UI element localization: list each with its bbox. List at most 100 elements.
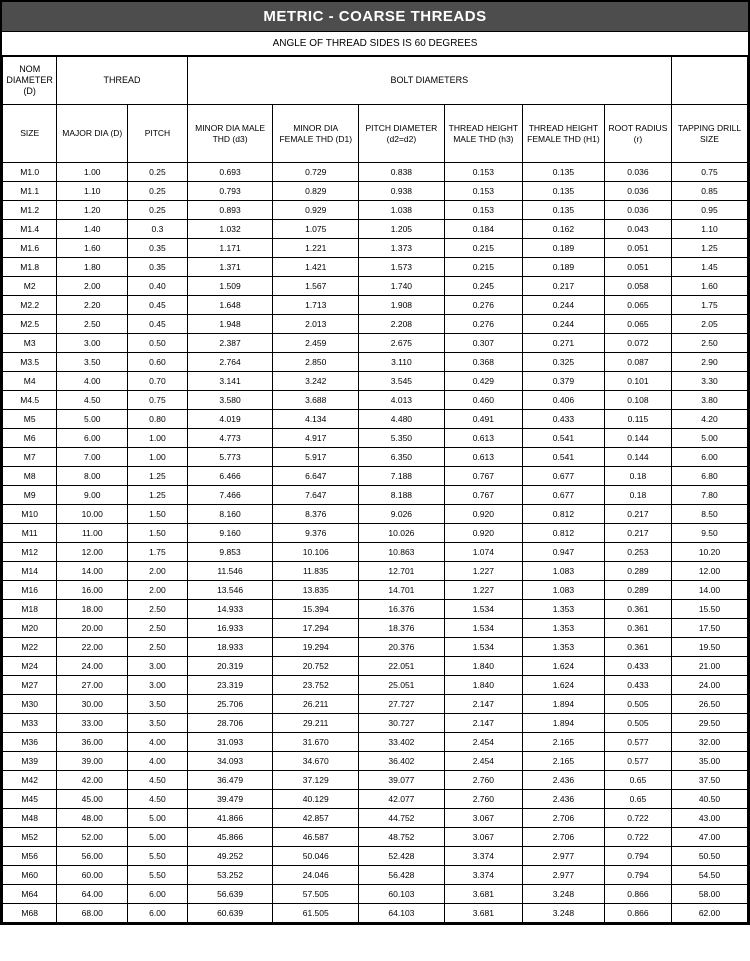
table-cell: 0.271 [522,334,604,353]
table-cell: 0.153 [444,182,522,201]
table-row: M99.001.257.4667.6478.1880.7670.6770.187… [3,486,748,505]
table-cell: 0.35 [128,258,188,277]
table-cell: 3.00 [57,334,128,353]
table-cell: 0.577 [604,752,671,771]
table-cell: 6.466 [187,467,273,486]
table-cell: 46.587 [273,828,359,847]
group-header-row: NOM DIAMETER (D) THREAD BOLT DIAMETERS [3,57,748,105]
table-cell: M39 [3,752,57,771]
table-cell: 1.353 [522,619,604,638]
table-cell: 0.276 [444,315,522,334]
table-row: M2020.002.5016.93317.29418.3761.5341.353… [3,619,748,638]
table-cell: M20 [3,619,57,638]
table-cell: 4.50 [128,771,188,790]
table-cell: 0.767 [444,467,522,486]
table-cell: 0.505 [604,714,671,733]
table-cell: 2.50 [57,315,128,334]
table-cell: 60.639 [187,904,273,923]
table-cell: 2.05 [671,315,747,334]
table-cell: 3.248 [522,885,604,904]
table-cell: 56.639 [187,885,273,904]
table-cell: 0.307 [444,334,522,353]
table-cell: 27.727 [359,695,445,714]
table-cell: 0.087 [604,353,671,372]
table-cell: 3.80 [671,391,747,410]
table-cell: 0.036 [604,163,671,182]
table-cell: 0.920 [444,505,522,524]
table-cell: 0.245 [444,277,522,296]
table-cell: 6.350 [359,448,445,467]
table-cell: 1.624 [522,657,604,676]
table-cell: 2.50 [128,638,188,657]
table-cell: 3.50 [57,353,128,372]
table-cell: 1.894 [522,695,604,714]
table-cell: 1.083 [522,562,604,581]
table-cell: 3.00 [128,657,188,676]
table-cell: 0.793 [187,182,273,201]
table-cell: 1.713 [273,296,359,315]
table-cell: M5 [3,410,57,429]
table-cell: 56.00 [57,847,128,866]
table-cell: 34.670 [273,752,359,771]
table-cell: 9.160 [187,524,273,543]
table-cell: 8.50 [671,505,747,524]
col-tap: TAPPING DRILL SIZE [671,105,747,163]
table-cell: 3.110 [359,353,445,372]
table-row: M2.52.500.451.9482.0132.2080.2760.2440.0… [3,315,748,334]
table-cell: 20.319 [187,657,273,676]
table-cell: 0.325 [522,353,604,372]
group-blank [671,57,747,105]
table-cell: 6.00 [128,904,188,923]
table-cell: 1.227 [444,581,522,600]
table-cell: 42.00 [57,771,128,790]
table-cell: 39.077 [359,771,445,790]
table-cell: 1.25 [128,467,188,486]
table-row: M33.000.502.3872.4592.6750.3070.2710.072… [3,334,748,353]
table-cell: 0.866 [604,885,671,904]
table-body: M1.01.000.250.6930.7290.8380.1530.1350.0… [3,163,748,923]
table-cell: 3.580 [187,391,273,410]
table-cell: 47.00 [671,828,747,847]
col-major: MAJOR DIA (D) [57,105,128,163]
table-cell: M1.4 [3,220,57,239]
table-cell: 0.406 [522,391,604,410]
table-cell: 2.00 [128,581,188,600]
table-cell: 0.45 [128,315,188,334]
table-cell: 1.534 [444,600,522,619]
table-cell: 6.00 [671,448,747,467]
table-cell: 14.00 [57,562,128,581]
table-cell: 0.50 [128,334,188,353]
table-cell: 20.376 [359,638,445,657]
table-cell: M3.5 [3,353,57,372]
table-cell: 60.00 [57,866,128,885]
table-cell: 9.376 [273,524,359,543]
table-cell: 0.677 [522,467,604,486]
col-pitch: PITCH [128,105,188,163]
table-cell: 2.454 [444,733,522,752]
table-cell: 17.294 [273,619,359,638]
table-row: M6060.005.5053.25224.04656.4283.3742.977… [3,866,748,885]
table-cell: 1.840 [444,676,522,695]
table-cell: 4.773 [187,429,273,448]
table-cell: 23.319 [187,676,273,695]
table-cell: 13.835 [273,581,359,600]
table-cell: 0.072 [604,334,671,353]
table-cell: 39.479 [187,790,273,809]
table-cell: 8.376 [273,505,359,524]
table-cell: 31.670 [273,733,359,752]
table-cell: M2 [3,277,57,296]
table-cell: 0.115 [604,410,671,429]
table-cell: 3.067 [444,828,522,847]
table-cell: 0.947 [522,543,604,562]
col-size: SIZE [3,105,57,163]
table-cell: 2.50 [128,600,188,619]
table-cell: 0.135 [522,182,604,201]
table-cell: 3.545 [359,372,445,391]
table-cell: 36.402 [359,752,445,771]
table-cell: M14 [3,562,57,581]
table-cell: 0.613 [444,429,522,448]
table-cell: 0.70 [128,372,188,391]
table-cell: 1.45 [671,258,747,277]
table-cell: 25.706 [187,695,273,714]
table-cell: 0.215 [444,258,522,277]
